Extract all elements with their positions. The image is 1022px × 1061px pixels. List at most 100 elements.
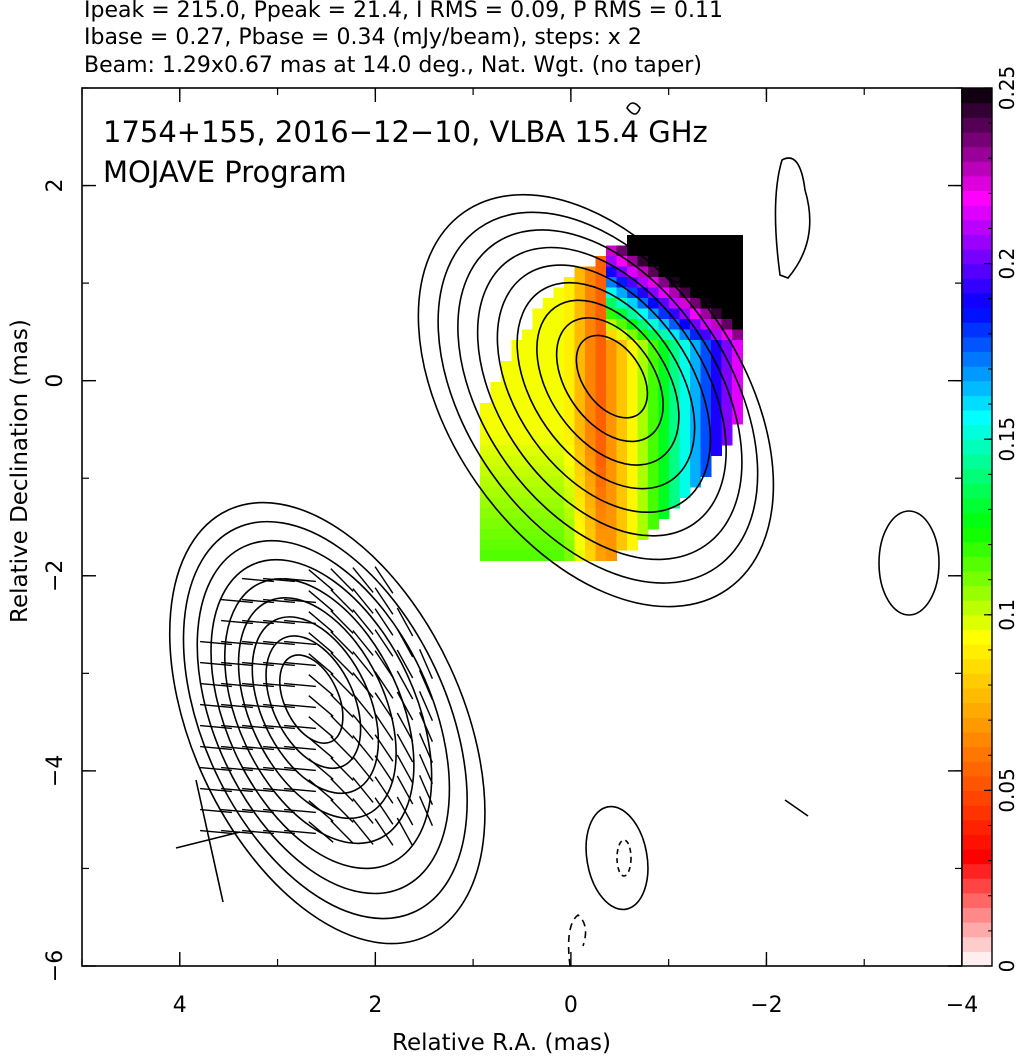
heat-cell — [648, 235, 659, 246]
heat-cell — [595, 445, 607, 456]
heat-cell — [658, 434, 670, 446]
heat-cell — [658, 298, 670, 309]
heat-cell — [627, 466, 638, 477]
heat-cell — [564, 508, 575, 519]
polarization-vector — [221, 724, 253, 730]
heat-cell — [669, 266, 680, 278]
heat-cell — [700, 350, 712, 362]
heat-cell — [532, 539, 544, 551]
jet-contour — [210, 558, 433, 870]
polarization-vector — [330, 631, 354, 655]
heat-cell — [627, 329, 638, 341]
colorbar-cell — [962, 863, 992, 879]
heat-cell — [564, 371, 575, 383]
heat-cell — [585, 298, 596, 309]
heat-cell — [574, 287, 586, 299]
heat-cell — [606, 308, 617, 320]
heat-cell — [616, 487, 628, 498]
y-tick-label: −6 — [43, 950, 68, 982]
y-tick-label: −4 — [43, 755, 68, 787]
heat-cell — [585, 361, 596, 372]
colorbar-cell — [962, 819, 992, 835]
heat-cell — [480, 550, 491, 561]
heat-cell — [585, 403, 596, 414]
polarization-vector — [221, 640, 253, 646]
colorbar-cell — [962, 805, 992, 821]
heat-cell — [490, 476, 502, 488]
heat-cell — [669, 319, 680, 330]
heat-cell — [732, 382, 743, 393]
heat-cell — [711, 329, 722, 341]
polarization-vector — [352, 756, 374, 782]
core-contour — [516, 281, 696, 490]
y-axis-label: Relative Declination (mas) — [7, 319, 33, 623]
heat-cell — [522, 529, 533, 540]
heat-cell — [732, 308, 743, 320]
heat-cell — [690, 382, 701, 393]
heat-cell — [690, 392, 701, 404]
polarization-vector — [242, 808, 274, 814]
polarization-vector — [352, 714, 374, 740]
colorbar: 0 0.05 0.1 0.15 0.2 0.25 — [961, 66, 1019, 972]
heat-cell — [574, 403, 586, 414]
heat-cell — [690, 445, 701, 456]
colorbar-cell — [962, 190, 992, 206]
polarization-vector — [263, 829, 295, 835]
colorbar-cell — [962, 351, 992, 367]
colorbar-cell — [962, 380, 992, 396]
heat-cell — [637, 361, 649, 372]
polarization-vector — [284, 766, 316, 772]
heat-cell — [606, 392, 617, 404]
heat-cell — [606, 518, 617, 530]
heat-cell — [564, 487, 575, 498]
heat-cell — [606, 455, 617, 467]
heat-cell — [616, 382, 628, 393]
beam-cross — [195, 779, 224, 903]
heat-cell — [637, 350, 649, 362]
heat-cell — [564, 434, 575, 446]
colorbar-tick-label: 0.25 — [995, 66, 1019, 111]
heat-cell — [522, 403, 533, 414]
heat-cell — [679, 235, 691, 246]
heat-cell — [721, 256, 733, 267]
polarization-vector — [200, 661, 232, 667]
heat-cell — [522, 329, 533, 341]
heat-cell — [648, 319, 659, 330]
x-axis-label: Relative R.A. (mas) — [392, 1030, 611, 1056]
polarization-vector — [418, 754, 434, 784]
heat-cell — [637, 518, 649, 530]
colorbar-cell — [962, 629, 992, 645]
polarization-vector — [352, 651, 374, 677]
heat-cell — [732, 371, 743, 383]
heat-cell — [564, 382, 575, 393]
heat-cell — [543, 350, 554, 362]
polarization-vector — [263, 703, 295, 709]
polarization-vector — [308, 716, 334, 738]
heat-cell — [700, 245, 712, 257]
heat-cell — [669, 424, 680, 435]
colorbar-cell — [962, 131, 992, 148]
heat-cell — [585, 434, 596, 446]
heat-cell — [543, 392, 554, 404]
heat-cell — [648, 455, 659, 467]
heat-cell — [690, 476, 701, 488]
heat-cell — [532, 434, 544, 446]
heat-cell — [616, 476, 628, 488]
heat-cell — [595, 382, 607, 393]
heat-cell — [543, 476, 554, 488]
heat-cell — [532, 392, 544, 404]
negative-contour — [567, 913, 587, 967]
heat-cell — [553, 371, 565, 383]
colorbar-cell — [962, 848, 992, 865]
heat-cell — [679, 413, 691, 425]
heat-cell — [700, 361, 712, 372]
heat-cell — [501, 371, 512, 383]
heat-cell — [564, 455, 575, 467]
heat-cell — [490, 508, 502, 519]
polarization-vector — [221, 619, 253, 625]
heat-cell — [616, 497, 628, 509]
intensity-contours — [168, 193, 775, 945]
heat-cell — [648, 392, 659, 404]
heat-cell — [732, 340, 743, 351]
polarization-vector — [221, 703, 253, 709]
